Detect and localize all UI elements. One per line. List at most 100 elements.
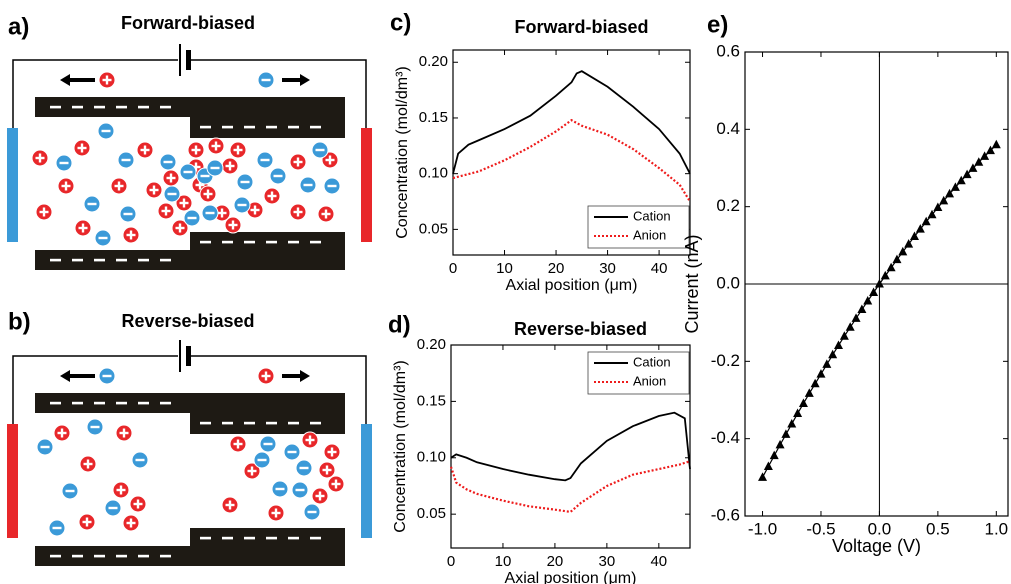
surface-charge: [288, 125, 299, 129]
surface-charge: [266, 421, 277, 425]
surface-charge: [310, 125, 321, 129]
diagram-title: Reverse-biased: [121, 311, 254, 331]
x-axis-label: Axial position (μm): [506, 277, 638, 294]
x-tick-label: 0: [449, 260, 457, 277]
surface-charge: [200, 421, 211, 425]
data-point: [921, 216, 931, 226]
series-line: [450, 411, 691, 482]
data-point: [810, 378, 820, 388]
data-point: [886, 262, 896, 272]
surface-charge: [244, 536, 255, 540]
y-tick-label: 0.10: [419, 165, 448, 182]
data-point: [793, 408, 803, 418]
electrode: [361, 128, 372, 242]
data-point: [863, 296, 873, 305]
data-point: [880, 270, 890, 280]
x-tick-label: 30: [599, 260, 616, 277]
surface-charge: [200, 240, 211, 244]
panel-label: c): [390, 9, 411, 36]
electrode: [7, 424, 18, 538]
data-point: [927, 209, 937, 219]
series-line: [449, 460, 691, 514]
data-point: [857, 304, 867, 314]
surface-charge: [94, 401, 105, 405]
y-axis-label: Concentration (mol/dm³): [392, 360, 409, 533]
y-tick-label: 0.05: [417, 505, 446, 522]
data-point: [804, 388, 814, 397]
chart: c) Forward-biased 0 10 20 30 40 0.05 0.10 0.15 0.2…: [390, 9, 691, 294]
wire: [190, 355, 367, 424]
arrow: [60, 370, 70, 382]
surface-charge: [116, 554, 127, 558]
surface-charge: [138, 554, 149, 558]
y-axis-label: Current (nA): [682, 234, 702, 333]
surface-charge: [72, 554, 83, 558]
data-point: [787, 418, 797, 428]
data-point: [769, 450, 779, 460]
y-tick-label: 0.2: [716, 196, 740, 215]
channel-wall: [190, 232, 345, 270]
surface-charge: [138, 258, 149, 262]
surface-charge: [244, 125, 255, 129]
battery-plate: [186, 50, 191, 70]
x-tick-label: 20: [548, 260, 565, 277]
data-point: [869, 287, 879, 297]
x-tick-label: -0.5: [806, 519, 835, 538]
surface-charge: [72, 401, 83, 405]
data-point: [950, 182, 960, 191]
surface-charge: [200, 536, 211, 540]
y-tick-label: 0.20: [419, 53, 448, 70]
arrow: [300, 74, 310, 86]
series-line: [452, 70, 691, 175]
y-axis-label: Concentration (mol/dm³): [394, 66, 411, 239]
series-line: [452, 118, 691, 203]
surface-charge: [160, 401, 171, 405]
channel-wall: [35, 546, 191, 566]
data-point: [775, 439, 785, 449]
surface-charge: [160, 105, 171, 109]
x-axis-label: Voltage (V): [832, 536, 921, 556]
wire: [12, 355, 178, 424]
data-point: [956, 175, 966, 185]
battery-plate: [186, 346, 191, 366]
data-point: [839, 331, 849, 340]
x-tick-label: 10: [496, 260, 513, 277]
surface-charge: [266, 536, 277, 540]
data-point: [915, 224, 925, 233]
plot-frame: [450, 344, 691, 549]
circuit-diagram: [7, 44, 372, 270]
chart: d) Reverse-biased 0 10 20 30 40 0.05 0.10 0.15 0.2…: [388, 311, 691, 584]
channel-wall: [190, 528, 345, 566]
surface-charge: [288, 240, 299, 244]
panel-label: a): [8, 13, 29, 40]
x-tick-label: 1.0: [984, 519, 1008, 538]
y-tick-label: 0.15: [417, 392, 446, 409]
surface-charge: [222, 125, 233, 129]
diagram-title: Forward-biased: [121, 13, 255, 33]
x-tick-label: 10: [495, 553, 512, 570]
data-point: [822, 359, 832, 368]
y-tick-label: 0.10: [417, 449, 446, 466]
panel-label: d): [388, 311, 411, 338]
electrode: [361, 424, 372, 538]
surface-charge: [116, 401, 127, 405]
y-tick-label: 0.0: [716, 273, 740, 292]
x-tick-label: -1.0: [748, 519, 777, 538]
channel-wall: [190, 97, 345, 138]
wire: [190, 59, 367, 128]
data-point: [962, 169, 972, 179]
data-point: [909, 231, 919, 240]
surface-charge: [288, 421, 299, 425]
legend-label: Anion: [633, 227, 666, 242]
data-point: [985, 145, 995, 155]
x-tick-label: 40: [651, 260, 668, 277]
channel-wall: [35, 393, 191, 413]
data-point: [828, 349, 838, 359]
surface-charge: [266, 240, 277, 244]
data-point: [904, 239, 914, 248]
circuit-diagram: [7, 340, 372, 566]
chart-title: Reverse-biased: [514, 319, 647, 339]
surface-charge: [50, 258, 61, 262]
surface-charge: [222, 536, 233, 540]
